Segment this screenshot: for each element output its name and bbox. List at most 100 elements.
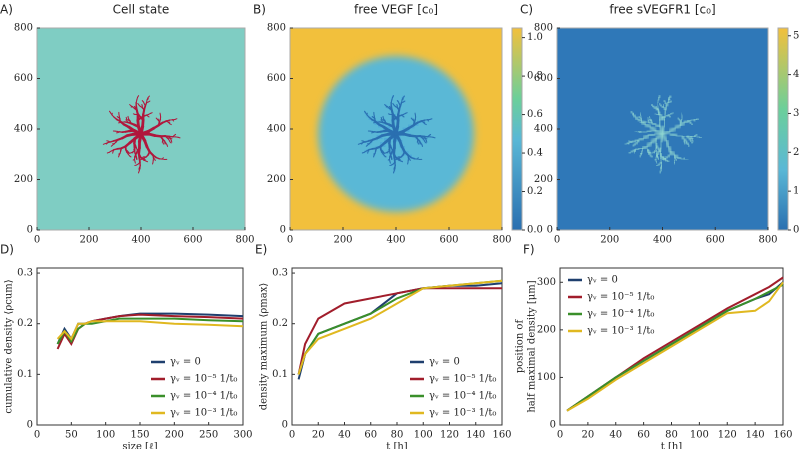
x-tick-label: 140 [746,430,765,441]
chart-title: free VEGF [c₀] [354,3,438,17]
branch [698,135,704,140]
branch [382,119,385,121]
branch [393,167,395,170]
x-tick-label: 20 [312,430,325,441]
branch [388,148,390,151]
branch [416,157,419,160]
y-tick-label: 400 [14,124,33,135]
y-axis-label: position of [515,319,526,374]
branch [629,109,634,115]
x-tick-label: 400 [131,235,150,246]
legend-label: γᵥ = 10⁻⁵ 1/t₀ [429,374,496,385]
x-tick-label: 200 [600,235,619,246]
x-axis-label: t [h] [661,442,683,449]
series-line [56,317,244,345]
series-line [297,287,502,375]
branch [371,116,374,118]
branch [401,98,404,101]
colorbar-tick-label: 2.0 [793,147,800,158]
branch [428,133,432,136]
y-tick-label: 0.3 [272,268,288,279]
branch [402,95,405,99]
branch [110,144,114,147]
y-tick-label: 600 [267,73,286,84]
branch [384,155,387,158]
y-tick-label: 600 [14,73,33,84]
branch [108,110,112,114]
branch [425,139,428,143]
x-tick-label: 400 [653,235,672,246]
branch [409,158,411,161]
panel-label: C) [520,3,533,17]
branch [667,114,673,119]
colorbar-tick-label: 4.0 [793,69,800,80]
series-line [566,281,784,412]
branch [388,105,391,109]
branch [129,104,132,107]
branch [360,142,364,145]
branch [368,148,373,151]
branch [128,151,130,154]
branch [132,158,136,161]
image-pattern [102,95,181,174]
branch [658,169,663,175]
branch [392,102,395,106]
series-line [566,283,784,412]
x-tick-label: 160 [492,430,511,441]
y-tick-label: 200 [534,174,553,185]
branch [125,119,128,121]
branch [653,147,658,152]
branch [689,140,695,145]
branch [361,140,364,142]
chart-title: Cell state [113,3,170,17]
branch [658,149,663,154]
legend-label: γᵥ = 10⁻³ 1/t₀ [429,408,496,419]
y-tick-label: 600 [534,73,553,84]
x-tick-label: 100 [414,430,433,441]
branch [363,110,367,114]
branch [392,95,395,98]
branch [653,157,658,162]
branch [396,100,399,103]
branch [426,119,430,122]
branch [658,166,663,171]
branch [129,155,132,158]
branch [161,140,164,143]
y-tick-label: 0 [27,225,33,236]
y-tick-label: 200 [267,174,286,185]
branch [387,158,391,161]
x-tick-label: 250 [199,430,218,441]
legend-label: γᵥ = 10⁻³ 1/t₀ [170,408,237,419]
branch [668,99,673,104]
x-tick-label: 0 [34,430,40,441]
branch [106,140,109,142]
y-tick-label: 0.3 [17,268,33,279]
branch [670,111,676,115]
branch [102,143,106,145]
branch [637,115,642,119]
branch [398,158,401,160]
x-tick-label: 80 [665,430,678,441]
legend-label: γᵥ = 10⁻⁴ 1/t₀ [170,391,237,402]
branch [389,155,392,158]
panel-label: F) [523,243,535,257]
x-tick-label: 400 [386,235,405,246]
colorbar-tick-label: 0.6 [527,109,543,120]
branch [141,100,144,103]
x-tick-label: 200 [79,235,98,246]
y-axis-label: cumulative density ⟨ρcum⟩ [4,279,15,413]
x-tick-label: 140 [466,430,485,441]
x-axis-label: t [h] [386,442,408,449]
branch [155,156,161,160]
branch [400,160,404,163]
branch [113,148,118,151]
x-tick-label: 600 [706,235,725,246]
branch [410,117,413,120]
y-tick-label: 100 [537,372,556,383]
branch [402,115,405,118]
branch [638,151,644,156]
branch [170,139,173,143]
branch [647,118,652,122]
panel-label: D) [0,243,14,257]
